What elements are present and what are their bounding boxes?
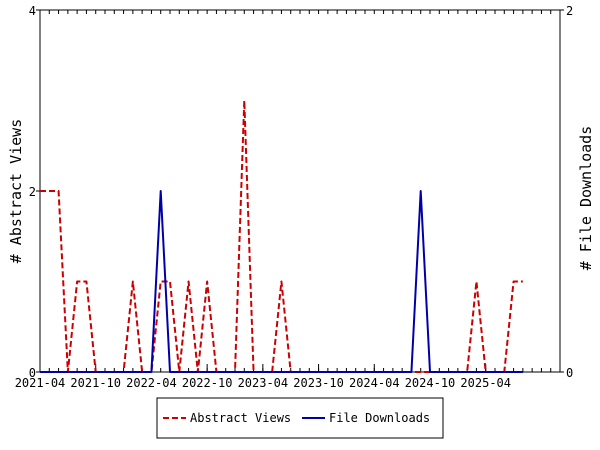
plot-area: [39, 9, 561, 373]
x-tick-label: 2024-04: [349, 376, 400, 390]
right-y-tick-label: 2: [566, 4, 573, 18]
left-y-tick-label: 2: [29, 185, 36, 199]
legend-label-file-downloads: File Downloads: [329, 411, 430, 425]
legend-label-abstract-views: Abstract Views: [190, 411, 291, 425]
right-y-axis: 02: [556, 4, 573, 380]
right-y-tick-label: 0: [566, 366, 573, 380]
left-y-tick-label: 0: [29, 366, 36, 380]
x-tick-label: 2023-04: [238, 376, 289, 390]
x-axis-labels: 2021-04 2021-10 2022-04 2022-10 2023-04 2023-…: [15, 364, 511, 390]
right-axis-title: # File Downloads: [577, 126, 595, 271]
series-line-file-downloads: [40, 190, 523, 373]
legend: Abstract Views File Downloads: [156, 397, 444, 439]
legend-box: [156, 397, 444, 439]
x-tick-label: 2023-10: [293, 376, 344, 390]
x-tick-label: 2022-04: [126, 376, 177, 390]
x-tick-label: 2021-10: [70, 376, 121, 390]
x-tick-label: 2021-04: [15, 376, 66, 390]
series-layer: [40, 99, 523, 373]
x-tick-label: 2022-10: [182, 376, 233, 390]
left-axis-title: # Abstract Views: [7, 119, 25, 264]
x-tick-label: 2024-10: [405, 376, 456, 390]
x-tick-label: 2025-04: [460, 376, 511, 390]
left-y-tick-label: 4: [29, 4, 36, 18]
